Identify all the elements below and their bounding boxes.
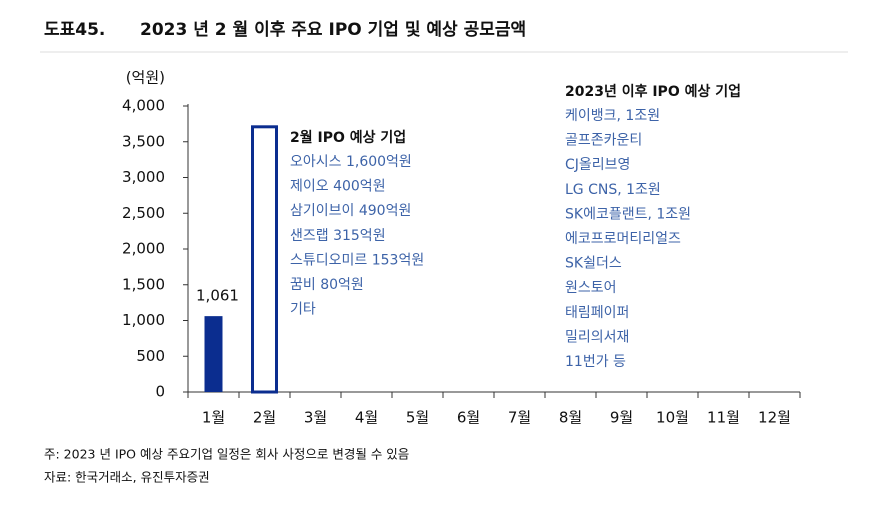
y-tick-label: 2,500 [122,204,165,222]
annotation-title: 2월 IPO 예상 기업 [290,129,406,146]
annotation-item: SK에코플랜트, 1조원 [565,206,691,222]
annotation-item: 11번가 등 [565,354,626,370]
x-tick-label: 10월 [656,409,689,427]
x-tick-label: 6월 [457,409,480,427]
header-label: 도표45. [44,20,105,40]
annotation-item: SK쉴더스 [565,256,622,272]
x-tick-label: 3월 [304,409,327,427]
y-tick-label: 2,000 [122,240,165,258]
annotation-item: CJ올리브영 [565,157,630,173]
x-tick-label: 4월 [355,409,378,427]
annotation-item: LG CNS, 1조원 [565,182,661,198]
annotation-item: 기타 [290,302,316,318]
x-tick-label: 1월 [202,409,225,427]
x-tick-label: 11월 [707,409,740,427]
annotation-title: 2023년 이후 IPO 예상 기업 [565,83,741,100]
y-tick-label: 3,500 [122,132,165,150]
annotation-item: 케이뱅크, 1조원 [565,108,660,124]
x-tick-label: 8월 [559,409,582,427]
chart-title: 2023 년 2 월 이후 주요 IPO 기업 및 예상 공모금액 [140,19,526,40]
x-tick-label: 9월 [610,409,633,427]
annotation-item: 꿈비 80억원 [290,277,364,293]
source: 자료: 한국거래소, 유진투자증권 [44,470,210,485]
y-tick-label: 1,000 [122,311,165,329]
bar [204,316,223,392]
annotation-item: 샌즈랩 315억원 [290,228,386,244]
y-tick-label: 4,000 [122,97,165,115]
x-tick-label: 5월 [406,409,429,427]
y-tick-label: 3,000 [122,168,165,186]
annotation-item: 태림페이퍼 [565,305,629,321]
annotation-item: 오아시스 1,600억원 [290,154,412,170]
x-tick-label: 2월 [253,409,276,427]
y-tick-label: 0 [155,383,165,401]
annotation-item: 원스토어 [565,280,617,296]
annotation-item: 제이오 400억원 [290,179,386,195]
annotation-item: 에코프로머티리얼즈 [565,231,681,247]
y-tick-label: 1,500 [122,275,165,293]
annotation-item: 스튜디오미르 153억원 [290,252,424,268]
y-unit: (억원) [126,69,165,87]
x-tick-label: 7월 [508,409,531,427]
annotation-item: 삼기이브이 490억원 [290,203,411,219]
bar [251,125,278,394]
annotation-item: 골프존카운티 [565,133,642,149]
value-label: 1,061 [196,287,239,305]
y-tick-label: 500 [136,347,165,365]
x-tick-label: 12월 [758,409,791,427]
footnote: 주: 2023 년 IPO 예상 주요기업 일정은 회사 사정으로 변경될 수 … [44,447,409,462]
annotation-item: 밀리의서재 [565,329,629,345]
